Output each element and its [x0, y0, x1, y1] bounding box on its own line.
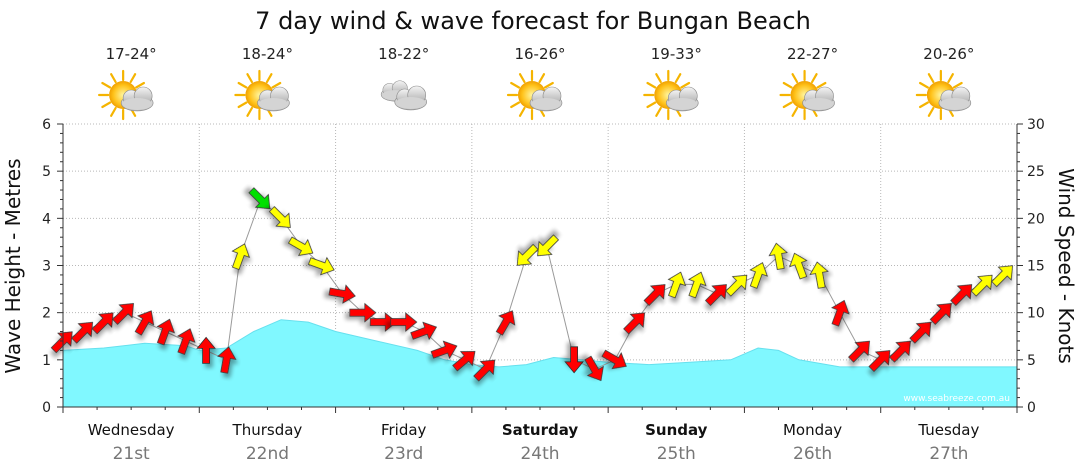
- wind-arrow: [564, 346, 584, 374]
- y-tick-label-right: 20: [1027, 211, 1045, 227]
- grid-lines: [63, 123, 1017, 407]
- wind-arrow: [231, 243, 250, 271]
- day-date-label: 22nd: [246, 444, 289, 464]
- wind-arrow: [667, 271, 687, 299]
- wind-arrow: [349, 302, 377, 323]
- y-tick-label-left: 5: [42, 164, 51, 180]
- wind-arrow: [909, 321, 932, 344]
- y-axis-left-label: Wave Height - Metres: [1, 158, 25, 373]
- day-temperature: 18-22°: [378, 45, 429, 63]
- wind-arrow: [848, 340, 870, 363]
- wind-arrow: [176, 328, 196, 355]
- wind-arrow: [287, 236, 314, 256]
- watermark: www.seabreeze.com.au: [903, 394, 1010, 404]
- y-axis-right-label: Wind Speed - Knots: [1054, 168, 1078, 364]
- wind-arrow: [950, 284, 973, 307]
- y-tick-label-right: 15: [1027, 259, 1045, 275]
- wind-arrow: [929, 303, 952, 325]
- wind-arrow: [516, 243, 539, 266]
- day-temperature: 18-24°: [242, 45, 293, 63]
- day-headers: 17-24° 18-24° 18-22° 16-26° 19-33° 22-27° 20-2…: [98, 45, 974, 121]
- y-tick-label-left: 4: [42, 211, 51, 227]
- wind-arrow: [328, 284, 356, 304]
- y-tick-label-right: 0: [1027, 400, 1036, 416]
- wind-arrow: [156, 318, 175, 346]
- wind-arrow: [452, 351, 476, 372]
- wind-arrow: [390, 312, 418, 332]
- y-tick-label-right: 10: [1027, 306, 1045, 322]
- y-tick-label-left: 6: [42, 117, 51, 133]
- y-tick-label-right: 30: [1027, 117, 1045, 133]
- wind-arrow: [991, 265, 1014, 288]
- day-date-label: 21st: [113, 444, 150, 464]
- day-name-label: Friday: [381, 421, 427, 439]
- sun-cloud-icon: [779, 69, 835, 121]
- wind-arrow: [970, 274, 993, 297]
- wind-arrow: [623, 312, 646, 335]
- y-tick-label-left: 3: [42, 259, 51, 275]
- wind-arrow: [71, 321, 94, 344]
- wind-arrow: [410, 321, 438, 341]
- wind-arrow: [768, 242, 788, 270]
- day-name-label: Sunday: [645, 421, 708, 439]
- day-name-label: Wednesday: [88, 421, 175, 439]
- sun-cloud-icon: [915, 69, 972, 121]
- day-name-label: Monday: [783, 421, 842, 439]
- wind-arrow: [369, 312, 397, 332]
- day-temperature: 20-26°: [923, 45, 974, 63]
- y-tick-label-left: 2: [42, 306, 51, 322]
- sun-cloud-icon: [98, 69, 154, 121]
- day-name-label: Saturday: [502, 421, 579, 439]
- day-temperature: 17-24°: [106, 45, 157, 63]
- wind-arrow: [601, 349, 627, 370]
- chart-title: 7 day wind & wave forecast for Bungan Be…: [255, 7, 811, 35]
- wind-arrow: [704, 284, 727, 307]
- wind-arrow: [112, 303, 134, 325]
- day-date-label: 23rd: [384, 444, 423, 464]
- sun-cloud-icon: [234, 69, 290, 121]
- sun-cloud-icon: [506, 69, 563, 121]
- wind-arrow: [473, 359, 496, 382]
- wind-arrow: [537, 234, 560, 257]
- wind-arrow: [687, 271, 707, 299]
- wind-arrow: [268, 206, 291, 228]
- wind-arrow: [789, 252, 808, 280]
- wind-arrow: [584, 355, 604, 382]
- day-name-label: Tuesday: [917, 421, 979, 439]
- y-tick-label-left: 0: [42, 400, 51, 416]
- day-temperature: 19-33°: [651, 45, 702, 63]
- wind-arrow: [248, 187, 271, 210]
- wind-arrow: [430, 340, 458, 360]
- day-name-label: Thursday: [232, 421, 303, 439]
- day-temperature: 22-27°: [787, 45, 838, 63]
- wind-arrow: [91, 312, 114, 335]
- wind-arrow: [809, 261, 829, 289]
- day-date-label: 26th: [793, 444, 832, 464]
- day-date-label: 25th: [657, 444, 696, 464]
- chart-axes: 0 1 2 3 4 5 6 0 5 10 15 20 25 30 Wednesday 21st Thursday…: [42, 117, 1045, 464]
- y-tick-label-right: 25: [1027, 164, 1045, 180]
- wind-arrow: [831, 299, 850, 327]
- wind-arrow: [868, 350, 891, 373]
- y-tick-label-right: 5: [1027, 353, 1036, 369]
- wind-arrow: [50, 331, 73, 354]
- wind-arrow: [217, 346, 237, 374]
- day-date-label: 24th: [520, 444, 559, 464]
- wind-arrow: [134, 310, 155, 336]
- wind-arrow: [643, 284, 666, 307]
- wind-arrow: [888, 340, 911, 363]
- wind-arrow: [749, 262, 768, 289]
- wind-arrow: [307, 256, 335, 276]
- day-date-label: 27th: [929, 444, 968, 464]
- wind-arrow: [196, 336, 216, 364]
- sun-cloud-icon: [643, 69, 699, 121]
- wind-arrow: [725, 274, 748, 297]
- wind-arrow: [495, 310, 516, 336]
- y-tick-label-left: 1: [42, 353, 51, 369]
- wind-arrows: [50, 187, 1014, 382]
- day-temperature: 16-26°: [514, 45, 565, 63]
- cloud-icon: [380, 80, 428, 111]
